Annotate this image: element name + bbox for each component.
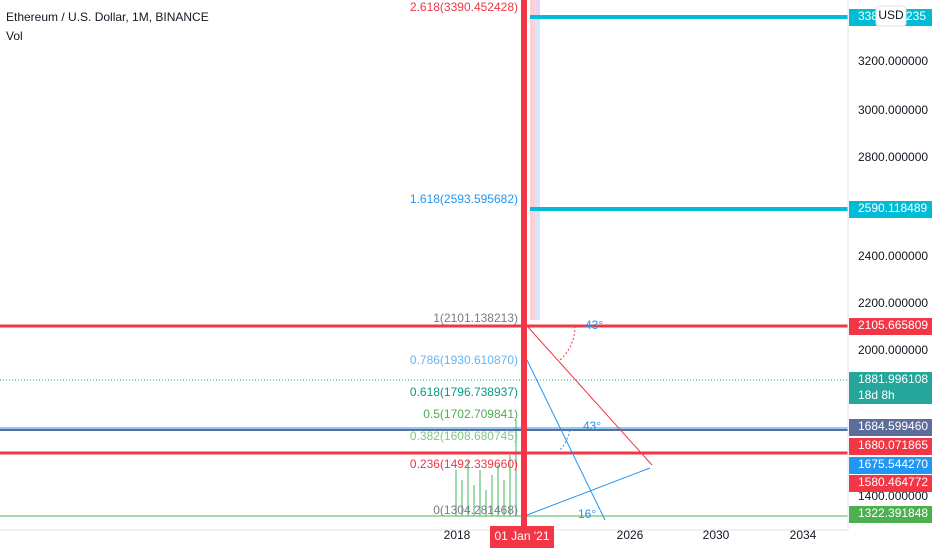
time-cursor-tag — [490, 526, 554, 548]
price-tag — [849, 419, 932, 436]
price-tag-label: 2590.118489 — [858, 201, 928, 215]
fib-band — [535, 0, 540, 320]
price-tick-label: 3200.000000 — [858, 54, 928, 68]
price-tag — [849, 201, 932, 218]
fib-label: 0.786(1930.610870) — [410, 353, 518, 367]
angle-label: 16° — [578, 507, 596, 521]
currency-label[interactable]: USD — [878, 8, 904, 22]
time-tick-label: 2030 — [703, 528, 730, 542]
countdown: 18d 8h — [858, 388, 895, 402]
fib-label: 0.618(1796.738937) — [410, 385, 518, 399]
symbol-title: Ethereum / U.S. Dollar, 1M, BINANCE — [6, 10, 209, 24]
fib-label: 0(1304.281468) — [433, 503, 518, 517]
price-tag-label: 1675.544270 — [858, 457, 928, 471]
price-tag — [849, 438, 932, 455]
fib-label: 2.618(3390.452428) — [410, 0, 518, 14]
angle-arc — [559, 429, 571, 451]
price-tag — [849, 457, 932, 474]
angle-arc — [559, 325, 576, 361]
price-tag — [849, 475, 932, 492]
currency-button[interactable] — [875, 5, 907, 27]
price-tag-label: 338 — [858, 9, 878, 23]
price-tag-label: 1322.391848 — [858, 506, 928, 520]
fib-label: 0.5(1702.709841) — [423, 407, 518, 421]
price-tick-label: 3000.000000 — [858, 103, 928, 117]
price-tag-label: 1684.599460 — [858, 419, 928, 433]
fib-label: 0.236(1492.339660) — [410, 457, 518, 471]
volume-bars — [455, 420, 517, 516]
price-tick-label: 2800.000000 — [858, 150, 928, 164]
fib-label: 0.382(1608.680745) — [410, 429, 518, 443]
price-tag-label: 1680.071865 — [858, 438, 928, 452]
time-cursor-label: 01 Jan '21 — [494, 529, 549, 543]
trend-line — [526, 467, 651, 516]
price-tick-label: 2200.000000 — [858, 296, 928, 310]
cursor-line — [521, 0, 527, 530]
fib-label: 1.618(2593.595682) — [410, 192, 518, 206]
fib-band — [530, 0, 535, 320]
time-tick-label: 2026 — [617, 528, 644, 542]
price-tick-label: 1400.000000 — [858, 489, 928, 503]
price-tag-label: 235 — [906, 9, 926, 23]
price-tag — [849, 318, 932, 335]
price-tag-label: 1881.996108 — [858, 372, 928, 386]
price-tick-label: 2400.000000 — [858, 249, 928, 263]
trend-line — [526, 359, 606, 521]
price-tick-label: 2000.000000 — [858, 343, 928, 357]
price-tag-label: 2105.665809 — [858, 318, 928, 332]
angle-label: 43° — [583, 419, 601, 433]
time-tick-label: 2034 — [790, 528, 817, 542]
fib-band — [536, 0, 540, 20]
fib-label: 1(2101.138213) — [433, 311, 518, 325]
trend-line — [526, 325, 653, 466]
time-tick-label: 2018 — [444, 528, 471, 542]
price-tag — [849, 506, 932, 523]
angle-label: 43° — [585, 318, 603, 332]
price-tag — [849, 372, 932, 404]
indicator-label: Vol — [6, 29, 23, 43]
price-tag-label: 1580.464772 — [858, 475, 928, 489]
